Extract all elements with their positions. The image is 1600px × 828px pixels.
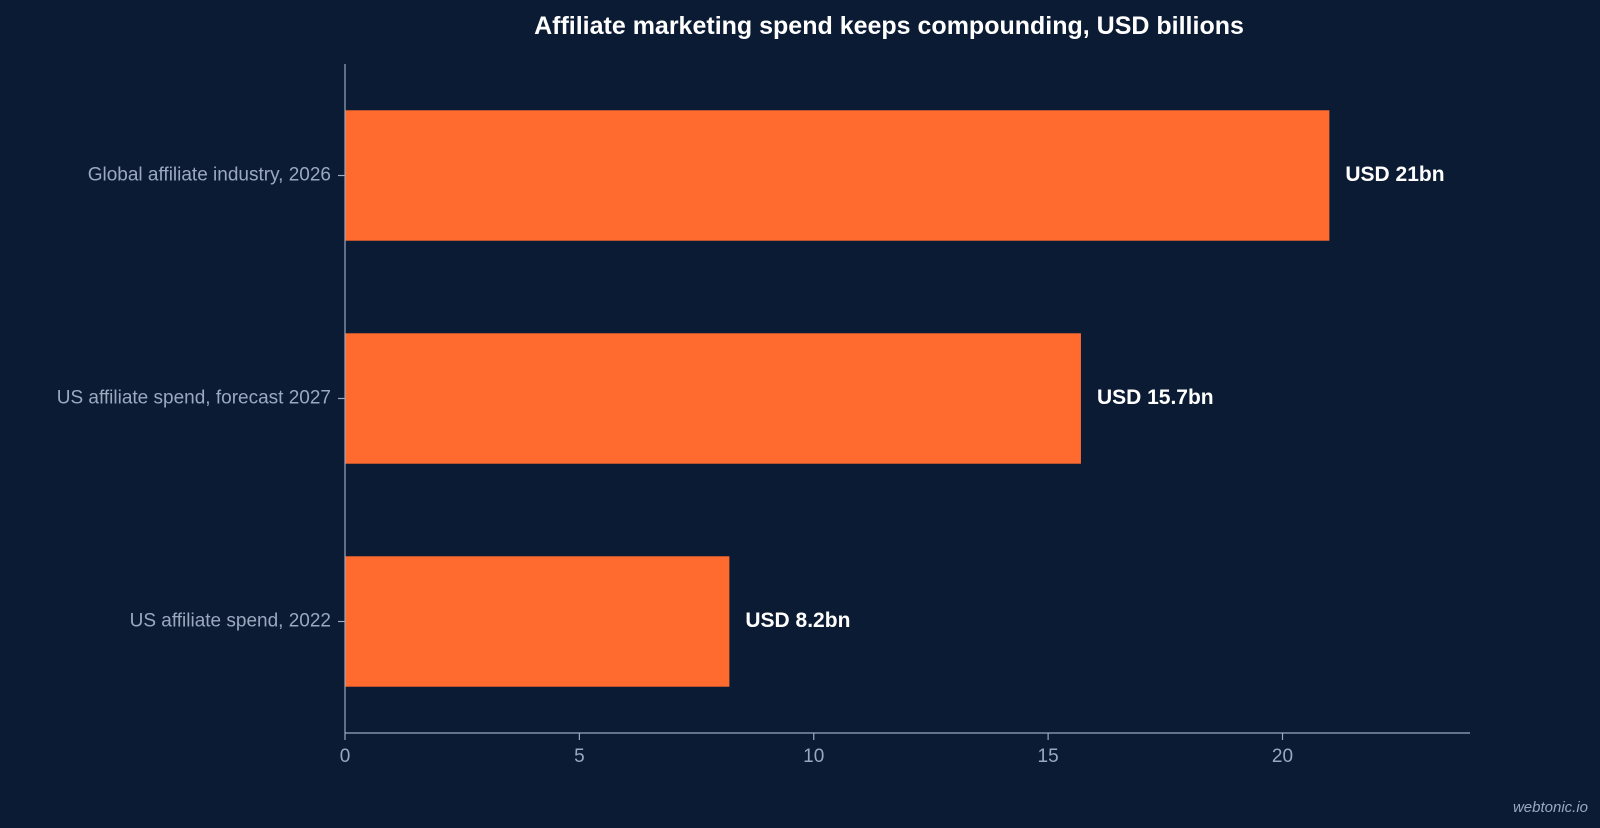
value-label: USD 15.7bn	[1097, 386, 1214, 409]
x-tick-label: 10	[803, 746, 824, 767]
value-label: USD 8.2bn	[745, 609, 850, 632]
bar	[345, 333, 1081, 464]
category-label: US affiliate spend, forecast 2027	[57, 388, 331, 409]
x-tick-label: 0	[340, 746, 351, 767]
plot-area: Global affiliate industry, 2026 USD 21bn U…	[57, 64, 1470, 767]
x-tick-label: 5	[574, 746, 585, 767]
bar	[345, 556, 730, 687]
watermark: webtonic.io	[1513, 799, 1588, 816]
x-tick-label: 20	[1272, 746, 1293, 767]
category-label: Global affiliate industry, 2026	[88, 165, 331, 186]
x-tick-label: 15	[1038, 746, 1059, 767]
category-label: US affiliate spend, 2022	[130, 611, 331, 632]
value-label: USD 21bn	[1345, 163, 1444, 186]
chart-title: Affiliate marketing spend keeps compound…	[534, 12, 1244, 40]
bar	[345, 110, 1330, 241]
